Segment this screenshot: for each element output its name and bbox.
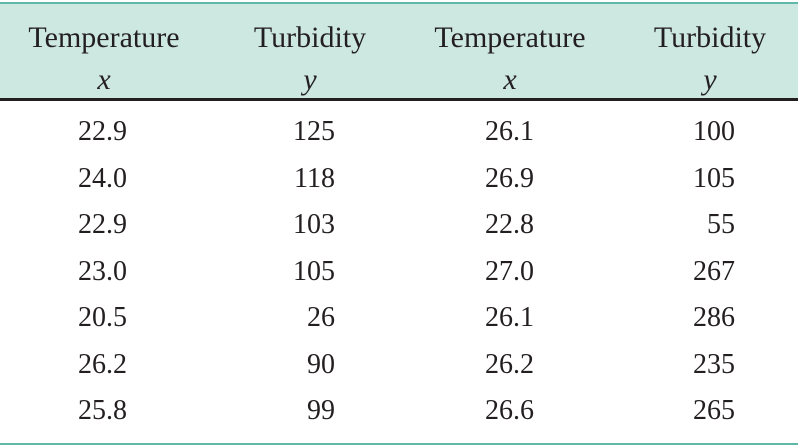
header-turbidity-2: Turbidity [653,21,767,54]
cell-temperature-2: 26.1 [485,302,534,333]
table-row: 22.9 103 22.8 55 [0,202,798,249]
cell-turbidity-1: 99 [307,395,335,426]
header-variable-y-2: y [703,63,717,96]
table-row: 26.2 90 26.2 235 [0,342,798,389]
cell-turbidity-2: 100 [693,116,735,147]
cell-temperature-2: 26.6 [485,395,534,426]
cell-turbidity-2: 105 [693,162,735,194]
cell-temperature-2: 26.1 [485,116,534,147]
header-temperature-2: Temperature [434,21,586,54]
header-rule [0,98,798,101]
cell-temperature-1: 26.2 [78,348,127,380]
header-variable-x-2: x [503,63,517,96]
cell-turbidity-1: 118 [294,162,335,194]
cell-temperature-2: 27.0 [485,255,534,287]
table-row: 22.9 125 26.1 100 [0,109,798,156]
header-turbidity-1: Turbidity [253,21,367,54]
cell-temperature-1: 25.8 [78,395,127,426]
table-row: 23.0 105 27.0 267 [0,249,798,296]
header-variable-x-1: x [97,63,111,96]
bottom-rule [0,443,798,445]
header-variable-y-1: y [303,63,317,96]
cell-turbidity-2: 265 [693,395,735,426]
cell-turbidity-1: 125 [293,116,335,147]
cell-turbidity-1: 105 [293,255,335,287]
top-rule [0,2,798,4]
table-body: 22.9 125 26.1 100 24.0 118 26.9 105 22.9… [0,109,798,435]
cell-temperature-2: 26.9 [485,162,534,194]
cell-temperature-1: 23.0 [78,255,127,287]
cell-turbidity-2: 235 [693,348,735,380]
cell-temperature-1: 20.5 [78,302,127,333]
cell-temperature-1: 22.9 [78,116,127,147]
cell-temperature-1: 24.0 [78,162,127,194]
cell-temperature-2: 22.8 [485,209,534,240]
cell-turbidity-1: 26 [307,302,335,333]
cell-temperature-2: 26.2 [485,348,534,380]
table-header [0,4,798,98]
cell-turbidity-1: 90 [307,348,335,380]
header-temperature-1: Temperature [28,21,180,54]
cell-turbidity-2: 55 [707,209,735,240]
table-row: 24.0 118 26.9 105 [0,156,798,203]
cell-turbidity-2: 267 [693,255,735,287]
table-row: 25.8 99 26.6 265 [0,388,798,435]
cell-temperature-1: 22.9 [78,209,127,240]
cell-turbidity-1: 103 [293,209,335,240]
cell-turbidity-2: 286 [693,302,735,333]
table-row: 20.5 26 26.1 286 [0,295,798,342]
